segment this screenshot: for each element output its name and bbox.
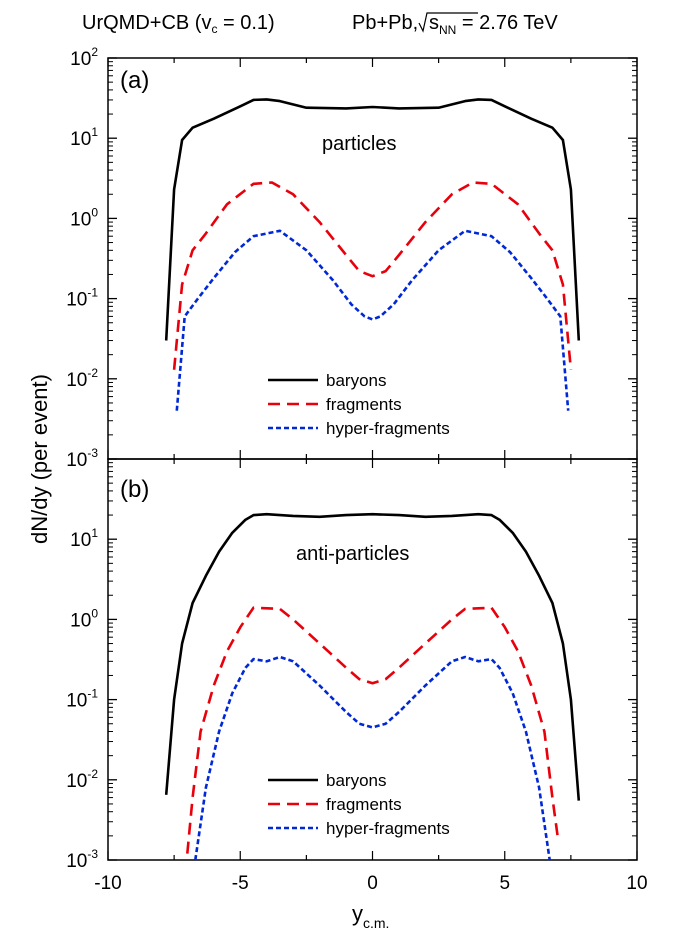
y-tick-label: 100 [70,205,98,230]
y-tick-label: 101 [70,125,98,150]
title-model-rest: = 0.1) [217,12,274,34]
y-tick-base: 10 [66,771,87,792]
x-tick-label: -5 [232,873,249,894]
title-model: UrQMD+CB (v [82,12,211,34]
title-energy-sub: NN [439,23,456,37]
panel-a-series [164,98,581,411]
x-tick-label: 10 [626,873,647,894]
y-tick-exponent: 1 [91,526,98,540]
y-tick-label: 10-2 [66,366,98,391]
legend-label-hyper-fragments: hyper-fragments [326,419,450,438]
y-tick-exponent: 2 [91,45,98,59]
series-line-fragments [186,606,559,854]
panel-b-annotation: anti-particles [296,543,409,565]
y-tick-label: 100 [70,606,98,631]
series-line-baryons [164,512,581,801]
panel-b-label: (b) [120,476,149,503]
panel-b-legend: baryons fragments hyper-fragments [268,771,450,838]
legend-label-fragments: fragments [326,795,402,814]
y-tick-base: 10 [66,450,87,471]
sqrt-symbol [418,12,478,33]
y-tick-base: 10 [70,129,91,150]
y-axis-title: dN/dy (per event) [27,374,52,544]
y-tick-base: 10 [66,851,87,872]
y-tick-exponent: -3 [87,847,98,861]
y-tick-label: 10-1 [66,687,98,712]
y-tick-base: 10 [66,290,87,311]
x-tick-label: -10 [94,873,121,894]
legend-label-baryons: baryons [326,371,386,390]
y-tick-label: 10-1 [66,286,98,311]
y-tick-base: 10 [70,49,91,70]
panel-a-label: (a) [120,67,149,94]
title-energy-rest: = 2.76 TeV [456,12,558,34]
x-tick-label: 0 [367,873,378,894]
y-tick-exponent: 0 [91,205,98,219]
y-tick-exponent: -1 [87,286,98,300]
y-tick-base: 10 [66,691,87,712]
y-tick-exponent: 0 [91,606,98,620]
y-tick-label: 10-3 [66,446,98,471]
y-tick-exponent: -2 [87,366,98,380]
panel-a-legend: baryons fragments hyper-fragments [268,371,450,438]
y-tick-label: 102 [70,45,98,70]
panel-b-xticks: -10 -5 0 5 10 [94,459,648,894]
panel-a-annotation: particles [322,133,396,155]
y-tick-label: 10-2 [66,767,98,792]
title-system: Pb+Pb, [352,12,418,34]
y-tick-exponent: -1 [87,687,98,701]
y-tick-label: 101 [70,526,98,551]
panel-b-series [164,512,581,861]
title-energy: sNN = 2.76 TeV [418,12,558,37]
x-axis-title-main: y [352,901,363,926]
y-tick-label: 10-3 [66,847,98,872]
y-tick-base: 10 [70,610,91,631]
series-line-baryons [164,98,581,341]
title-energy-s: s [429,12,439,34]
y-tick-exponent: -3 [87,446,98,460]
y-tick-base: 10 [66,370,87,391]
y-tick-exponent: 1 [91,125,98,139]
y-tick-exponent: -2 [87,767,98,781]
x-tick-label: 5 [499,873,510,894]
title-model-sub: c [211,22,217,36]
x-axis-title-sub: c.m. [363,915,389,931]
series-line-fragments [172,181,573,370]
series-line-hyper-fragments [194,655,551,861]
figure-title: UrQMD+CB (vc = 0.1) [82,12,275,36]
panel-a-xticks [107,58,638,459]
y-tick-base: 10 [70,530,91,551]
y-tick-base: 10 [70,209,91,230]
legend-label-baryons: baryons [326,771,386,790]
legend-label-hyper-fragments: hyper-fragments [326,819,450,838]
x-axis-title: yc.m. [352,901,389,931]
title-energy-text: sNN = 2.76 TeV [429,12,558,37]
legend-label-fragments: fragments [326,395,402,414]
